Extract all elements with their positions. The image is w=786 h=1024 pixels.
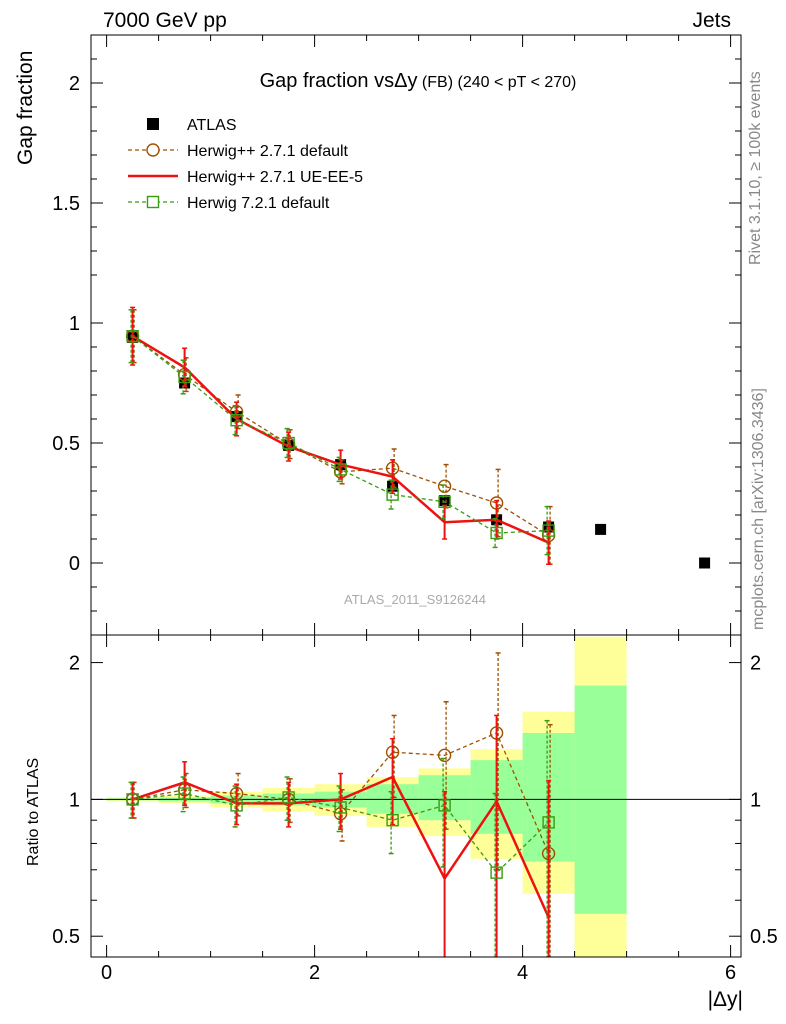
legend-marker-circle — [146, 143, 160, 157]
plot-title-cut: (240 < pT < 270) — [457, 74, 576, 91]
y-tick-label: 2 — [69, 653, 80, 675]
data-point — [334, 463, 347, 476]
data-point — [439, 495, 451, 507]
plot-title-variable: Δy — [394, 70, 417, 92]
ratio-ylabel: Ratio to ATLAS — [25, 758, 42, 866]
series-line — [132, 335, 549, 534]
data-point — [438, 495, 451, 508]
plot-title-suffix: (FB) — [422, 74, 453, 91]
y-tick-label: 1.5 — [52, 193, 80, 215]
y-tick-label: 0.5 — [52, 926, 80, 948]
data-point — [386, 488, 399, 501]
legend-marker-square — [146, 195, 160, 209]
main-ylabel: Gap fraction — [14, 51, 37, 165]
y-tick-label-right: 2 — [750, 653, 761, 675]
y-tick-label: 1 — [69, 313, 80, 335]
data-point — [126, 330, 139, 343]
ratio-xlabel: |Δy| — [708, 988, 743, 1011]
data-point — [230, 414, 243, 427]
x-tick-label: 6 — [725, 962, 736, 984]
plot-title: Gap fraction vsΔy (FB) (240 < pT < 270) — [260, 70, 577, 92]
header-jets-label: Jets — [692, 9, 731, 32]
data-point — [282, 436, 295, 450]
data-point — [490, 526, 503, 540]
x-tick-label: 2 — [309, 962, 320, 984]
legend: ATLAS Herwig++ 2.7.1 default Herwig++ 2.7.… — [128, 117, 363, 212]
axes: 0 2 4 6 0 0.5 1 1.5 2 0.5 0.5 1 1 2 2 — [52, 34, 778, 984]
analysis-watermark: ATLAS_2011_S9126244 — [344, 592, 486, 607]
series-line — [132, 335, 549, 536]
data-point — [230, 799, 243, 812]
uncertainty-bands — [91, 636, 741, 957]
data-point — [178, 787, 191, 800]
legend-label: Herwig 7.2.1 default — [187, 195, 330, 212]
header-energy-label: 7000 GeV pp — [103, 9, 227, 32]
data-point — [126, 793, 139, 806]
legend-marker-atlas — [147, 118, 159, 130]
series-layer — [125, 306, 711, 957]
x-tick-label: 0 — [101, 962, 112, 984]
data-point — [437, 479, 452, 493]
y-tick-label: 2 — [69, 73, 80, 95]
legend-label: ATLAS — [187, 117, 237, 134]
x-tick-label: 4 — [517, 962, 528, 984]
data-point — [699, 557, 711, 569]
data-point — [178, 370, 191, 384]
legend-label: Herwig++ 2.7.1 default — [187, 143, 349, 160]
y-tick-label: 1 — [69, 789, 80, 811]
data-point — [438, 799, 451, 812]
legend-label: Herwig++ 2.7.1 UE-EE-5 — [187, 169, 363, 186]
data-point — [437, 748, 452, 763]
y-tick-label: 0 — [69, 553, 80, 575]
series-line — [131, 335, 550, 544]
data-point — [542, 524, 555, 537]
rivet-label: Rivet 3.1.10, ≥ 100k events — [747, 71, 764, 265]
data-point — [542, 816, 555, 829]
data-point — [490, 866, 503, 879]
series-line — [132, 792, 550, 874]
data-point — [334, 801, 347, 814]
y-tick-label-right: 1 — [750, 789, 761, 811]
y-tick-label: 0.5 — [52, 433, 80, 455]
y-tick-label-right: 0.5 — [750, 926, 778, 948]
mcplots-label: mcplots.cern.ch [arXiv:1306.3436] — [750, 388, 767, 630]
plot-title-prefix: Gap fraction vs — [260, 70, 395, 92]
data-point — [386, 813, 399, 827]
ratio-frame — [90, 634, 742, 958]
data-point — [282, 791, 295, 804]
data-point — [595, 523, 607, 535]
